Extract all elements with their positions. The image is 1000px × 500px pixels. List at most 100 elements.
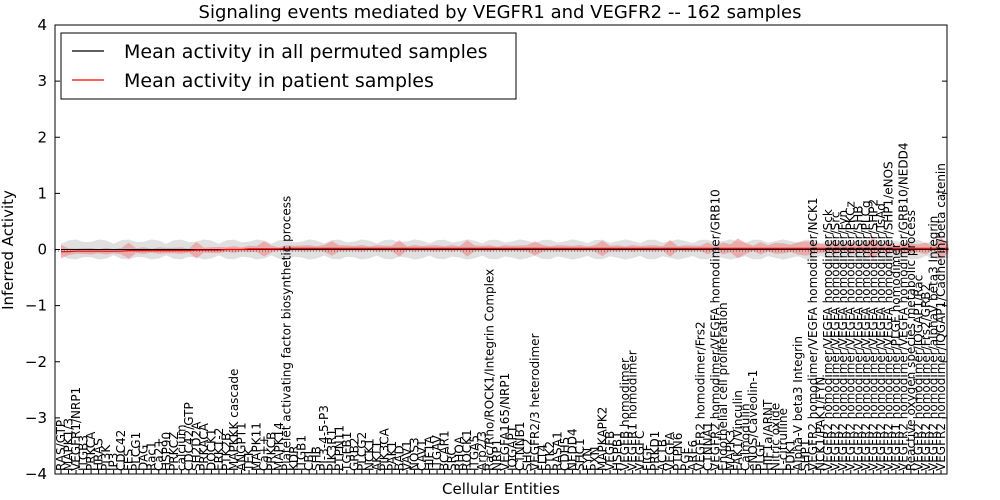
x-category-label: MAPK3 [723,430,737,471]
x-category-label: VEGFR2 homodimer/VEGFA homodimer/NCK1 [806,197,820,471]
x-category-label: ERK1-2 [212,428,226,471]
x-category-label: PRKCA [84,431,98,471]
x-category-label: ITGB1 [295,435,309,471]
x-category-label: PXN [588,447,602,471]
x-category-label: PI3K [99,444,113,471]
x-category-label: NEDD4 [566,428,580,471]
plot-frame [54,24,948,475]
x-category-label: Ca++ [257,435,271,471]
x-axis-label: Cellular Entities [442,480,560,498]
x-category-label: CBL [302,447,316,471]
x-category-label: SHC1 [573,438,587,471]
x-category-label: VEGFR2 homodimer/VEGFA homodimer/GRB10 [708,189,722,471]
x-category-label: VEGFC [633,431,647,471]
x-category-label: PIK3CA [377,427,391,471]
x-category-label: VEGFR2 homodimer/VEGFA homodimer/SHB [851,205,865,471]
x-category-label: VEGFR2 homodimer/VEGFA homodimer/PKCz [844,201,858,471]
y-tick-label: −2 [25,353,47,371]
x-category-label: NCK1/PAK1/FYN [814,377,828,471]
x-category-label: AKT1 [370,441,384,471]
y-tick-label: −1 [25,297,47,315]
x-axis-category-labels: RAS/GTPMAPK1/3VEGFR1/NRP1ITGB3PRKCAHRASP… [54,142,948,474]
x-category-label: HRAS [92,438,106,471]
legend-label-patient: Mean activity in patient samples [124,70,434,92]
x-category-label: Ca2+ [152,438,166,471]
x-category-label: MAPKKK cascade [227,369,241,471]
x-category-label: HIF1A [423,435,437,471]
x-category-label: ITGB3 [77,435,91,471]
x-category-label: CDC42/GTP [182,402,196,471]
x-category-label: SHP1 [799,439,813,471]
x-category-label: BAD [393,445,407,471]
x-category-label: CDH5 [558,437,572,471]
x-category-label: SH2D2A [189,421,203,471]
x-category-label: Platelet activating factor biosynthetic … [280,196,294,471]
x-category-label: MAPK14 [272,422,286,471]
x-category-label: eNOS/Caveolin-1 [746,370,760,471]
x-category-label: SHB [310,446,324,471]
x-category-label: PDK1 [784,439,798,471]
x-category-label: DAG [137,445,151,471]
x-category-label: VEGFR2 homodimer/Frs2 [693,321,707,471]
x-category-label: VEGFR2 homodimer/alphaV beta3 Integrin [927,216,941,471]
x-category-label: KDR [287,446,301,471]
x-category-label: TGFB1 [340,432,354,472]
y-tick-label: 1 [37,184,47,202]
x-category-label: DOCK1 [204,428,218,471]
chart-title: Signaling events mediated by VEGFR1 and … [199,2,802,23]
x-category-label: VEGFR2 homodimer/VEGFA homodimer/TsAd [874,203,888,471]
x-category-label: HSP90 [159,432,173,471]
x-category-label: FES [122,449,136,471]
x-category-label: VEGFR2 homodimer/VEGFA homodimer/SHP2 [866,199,880,471]
x-category-label: GRB2 [347,437,361,471]
series-line-patient [61,247,949,253]
x-category-label: VEGFR2 homodimer/VEGFA homodimer/PLCg [859,200,873,471]
x-category-label: VEGFA [663,431,677,471]
legend-label-permuted: Mean activity in all permuted samples [124,41,487,63]
legend: Mean activity in all permuted samples Me… [60,32,517,100]
x-category-label: VEGFR2/3 heterodimer [528,333,542,471]
x-category-label: IP3 [107,453,121,471]
x-category-label: HIF1a/ARNT [761,399,775,471]
x-category-label: VEGFR2 homodimer/Frs2/GRB2 [919,284,933,471]
x-category-label: ARF6 [686,440,700,471]
x-category-label: FAK1/Vinculin [731,390,745,471]
x-category-label: VEGFR1 homodimer [626,350,640,471]
x-category-label: PRKCZ [167,432,181,471]
x-category-label: Arp2/3 [475,431,489,471]
legend-box [60,32,517,100]
series-lines [55,247,949,253]
x-category-label: CAV1 [415,439,429,471]
x-category-label: PTPN11 [332,425,346,471]
x-category-label: PRKD1 [648,431,662,471]
x-category-label: IQGAP1 [505,426,519,471]
x-category-label: VEGFA165/NRP1 [498,373,512,471]
x-category-label: calcium [174,424,188,471]
x-category-label: SHC2 [520,438,534,471]
y-tick-label: −3 [25,409,47,427]
x-category-label: BCAR1 [438,430,452,471]
x-category-label: Calmodulin [738,403,752,471]
x-category-label: TEK [242,447,256,472]
x-category-label: ITGA5 [468,435,482,471]
x-category-label: VEGFR2 homodimer/IQGAP1/Rac [911,275,925,471]
x-category-label: SRC [445,447,459,471]
y-tick-label: 2 [37,128,47,146]
x-category-label: PLCG2 [355,432,369,471]
y-axis-label: Inferred Activity [0,190,17,310]
x-category-label: RAS/GTP [54,420,68,471]
x-category-label: PRKCB [265,432,279,471]
x-category-label: VEGFR1/NRP1 [69,387,83,471]
x-category-label: NOS3 [408,437,422,471]
x-category-label: ITGAV [430,434,444,471]
x-category-label: VEGFR2 homodimer/VEGFA homodimer/Src [829,211,843,471]
x-category-label: VAV1 [400,440,414,471]
x-category-label: HSPB1 [611,431,625,471]
x-category-label: PTK2 [543,441,557,471]
x-category-label: ROCK1 [460,429,474,471]
x-category-label: VEGFR2 homodimer/VEGFA homodimer/Fyn [836,210,850,471]
x-category-label: Alpha-V beta3 Integrin [791,336,805,471]
x-category-label: Nitric oxide [769,403,783,471]
x-category-label: VEGFR2 homodimer/VEGFA homodimer/SHP1/eN… [881,161,895,471]
x-category-label: CDC42 [114,430,128,471]
